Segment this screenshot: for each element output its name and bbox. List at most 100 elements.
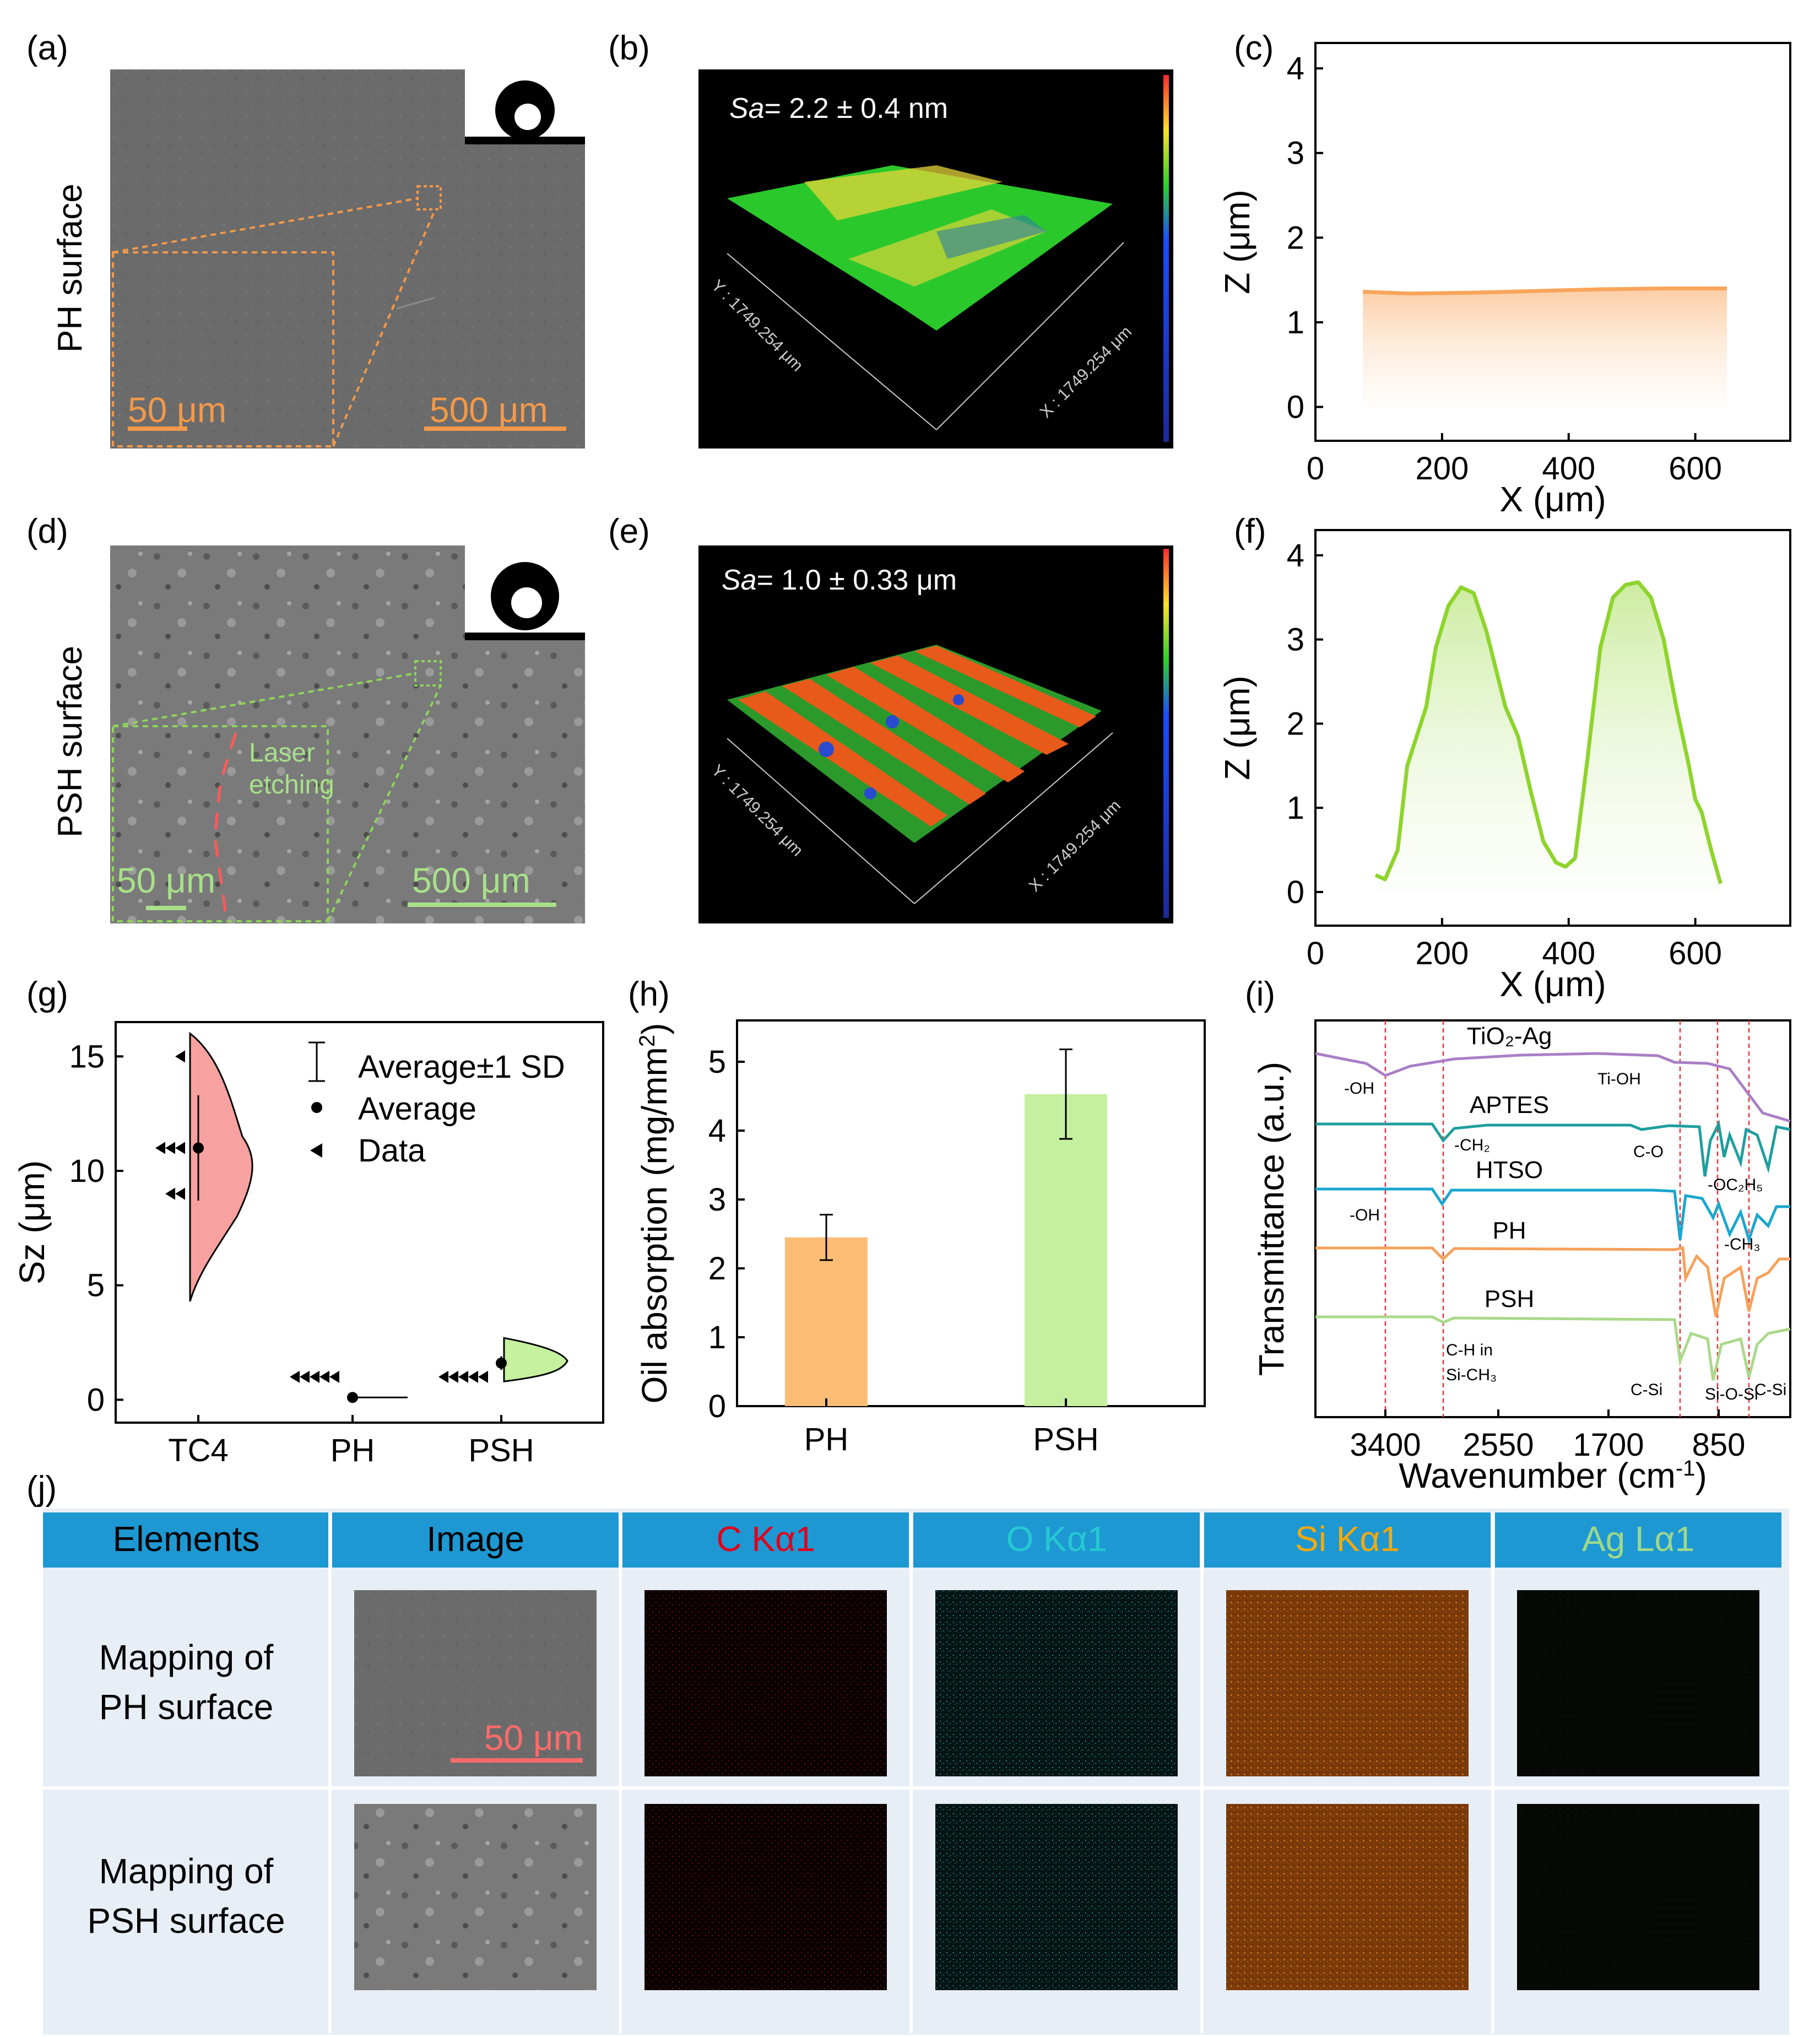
data-point	[290, 1370, 300, 1383]
profile-line	[1363, 286, 1727, 296]
y-tick-label: 5	[708, 1044, 726, 1080]
y-tick-label: 15	[69, 1039, 105, 1074]
x-tick-label: 0	[1307, 936, 1324, 971]
zoom-line-top	[112, 197, 418, 253]
panel-label-c: (c)	[1234, 29, 1274, 67]
average-point	[496, 1357, 507, 1369]
axis-x-b	[936, 242, 1124, 430]
data-point	[458, 1370, 468, 1383]
violin-psh	[503, 1337, 568, 1382]
data-point	[468, 1370, 478, 1383]
profile-area	[1363, 288, 1727, 407]
profile-area	[1375, 582, 1721, 892]
zoom-line-top-d	[112, 672, 416, 727]
panel-label-a: (a)	[26, 29, 68, 67]
x-tick-label: 400	[1542, 936, 1595, 971]
y-axis-title: Oil absorption (mg/mm2)	[635, 1023, 674, 1404]
x-axis-title: X (μm)	[1499, 964, 1606, 1004]
panel-d: (d) PSH surface Laser etching 50 μm 500 …	[26, 512, 585, 923]
ftir-annotation: -CH₂	[1454, 1136, 1490, 1154]
ftir-annotation: -OC₂H₅	[1708, 1176, 1763, 1194]
scale-label-main-a: 500 μm	[430, 390, 548, 430]
panel-b: (b) Sa= 2.2 ± 0.4 nm Y : 1749.254 μm X :…	[608, 29, 1173, 449]
data-point	[175, 1050, 185, 1063]
mapping-image	[354, 1804, 597, 1990]
y-tick-label: 2	[1287, 220, 1304, 256]
sa-text-e: Sa= 1.0 ± 0.33 μm	[722, 564, 957, 596]
panel-label-j: (j)	[26, 1469, 57, 1508]
mapping-image	[1226, 1590, 1469, 1776]
bar-ph	[785, 1237, 868, 1406]
plot-frame	[1314, 1019, 1791, 1418]
y-tick-label: 4	[1287, 538, 1304, 574]
panel-label-i: (i)	[1245, 975, 1275, 1013]
colorbar-e	[1163, 549, 1169, 918]
category-label: PH	[331, 1433, 375, 1468]
ftir-annotation: -OH	[1350, 1206, 1380, 1224]
table-header-label: Image	[426, 1519, 524, 1559]
y-tick-label: 1	[708, 1320, 726, 1355]
plot-frame	[1314, 42, 1791, 442]
table-header-label: C Kα1	[716, 1519, 815, 1559]
table-header-label: Ag Lα1	[1582, 1519, 1694, 1559]
panel-g: (g) 0 5 10 15 TC4 PH PSH Sz (μm) Average±1 SD Ave…	[12, 975, 604, 1468]
laser-boundary-line	[213, 732, 237, 915]
mapping-image	[935, 1804, 1178, 1990]
mapping-scale-label: 50 μm	[484, 1718, 583, 1758]
mapping-image	[1517, 1590, 1759, 1776]
ftir-annotation: Ti-OH	[1597, 1070, 1641, 1088]
average-point	[347, 1392, 358, 1403]
mapping-image	[644, 1804, 887, 1990]
row-label-line2: PSH surface	[87, 1901, 285, 1941]
x-tick-label: 1700	[1573, 1427, 1644, 1463]
x-axis-title: X (μm)	[1499, 479, 1606, 519]
y-axis-title-sup: 2	[635, 1035, 659, 1047]
table-header-label: Si Kα1	[1295, 1519, 1400, 1559]
panel-c: (c) 0 200 400 600 0 1 2 3 4 X (μm) Z (μm)	[1217, 29, 1791, 519]
series-aptes	[1315, 1120, 1791, 1177]
x-tick-label: 2550	[1462, 1427, 1534, 1463]
bar-psh	[1025, 1094, 1107, 1406]
table-header-cell	[622, 1512, 909, 1568]
y-axis-title-end: )	[635, 1023, 674, 1035]
ftir-annotation: -CH₃	[1724, 1235, 1761, 1253]
scale-label-inset-a: 50 μm	[128, 390, 226, 430]
x-axis-title: Wavenumber (cm-1)	[1399, 1456, 1707, 1495]
y-axis-title: Transmittance (a.u.)	[1252, 1062, 1291, 1376]
data-point	[300, 1370, 310, 1383]
x-tick-label: 850	[1692, 1427, 1746, 1463]
category-label: PSH	[468, 1433, 534, 1468]
data-point	[478, 1370, 488, 1383]
ftir-annotation: C-H in	[1446, 1341, 1493, 1359]
series-label-ph: PH	[1492, 1217, 1526, 1244]
panel-label-d: (d)	[26, 512, 68, 550]
average-point	[193, 1142, 204, 1154]
violin-tc4	[189, 1031, 253, 1302]
surface-band-b1	[804, 165, 1003, 220]
ftir-annotation: Si-CH₃	[1446, 1366, 1497, 1384]
series-label-htso: HTSO	[1476, 1157, 1543, 1184]
legend-data-symbol	[310, 1143, 322, 1158]
y-tick-label: 3	[708, 1182, 726, 1218]
panel-j: (j) Elements Image C Kα1 O Kα1 Si Kα1 Ag Lα1 M…	[26, 1469, 1789, 2035]
y-tick-label: 1	[1287, 305, 1304, 341]
mapping-image	[1517, 1804, 1759, 1990]
data-point	[175, 1142, 185, 1154]
x-tick-label: 600	[1669, 451, 1722, 487]
row-label-line1: Mapping of	[99, 1638, 274, 1677]
table-header-cell	[913, 1512, 1200, 1568]
series-psh	[1315, 1315, 1791, 1381]
blue-spots-e	[819, 694, 964, 799]
side-label-a: PH surface	[51, 183, 89, 353]
zoom-line-bottom-d	[327, 685, 442, 922]
data-point	[310, 1370, 319, 1383]
x-axis-title-sup: -1	[1676, 1456, 1696, 1481]
axis-x-e	[914, 732, 1113, 904]
data-point	[448, 1370, 458, 1383]
sem-zoom-box	[416, 185, 442, 210]
series-label-aptes: APTES	[1470, 1092, 1549, 1119]
surface-band-b3	[936, 215, 1047, 259]
y-tick-label: 3	[1287, 622, 1304, 658]
colorbar-b	[1163, 75, 1169, 442]
